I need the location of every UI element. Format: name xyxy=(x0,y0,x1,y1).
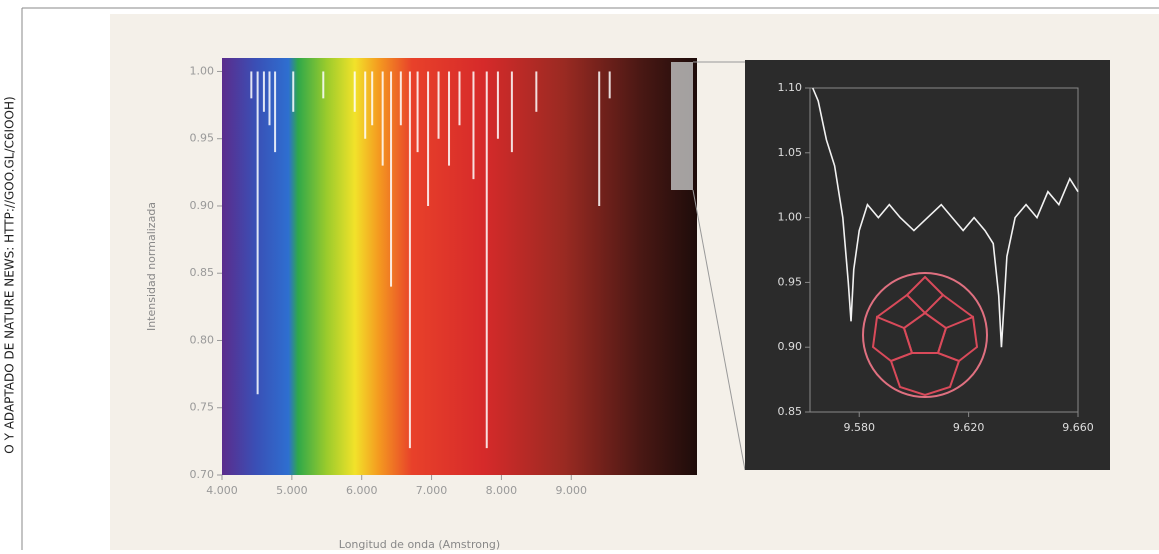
y-axis-label: Intensidad normalizada xyxy=(145,202,158,331)
y-tick-label: 0.90 xyxy=(778,340,803,353)
y-tick-label: 1.10 xyxy=(778,81,803,94)
x-tick-label: 8.000 xyxy=(486,484,518,497)
zoom-region xyxy=(671,62,693,190)
x-tick-label: 9.660 xyxy=(1062,421,1094,434)
y-tick-label: 1.00 xyxy=(778,211,803,224)
x-tick-label: 6.000 xyxy=(346,484,378,497)
x-tick-label: 9.580 xyxy=(843,421,875,434)
y-tick-label: 0.70 xyxy=(190,468,215,481)
credit: O Y ADAPTADO DE NATURE NEWS: HTTP://GOO.… xyxy=(3,96,17,453)
y-tick-label: 0.80 xyxy=(190,333,215,346)
y-tick-label: 0.85 xyxy=(190,266,215,279)
y-tick-label: 1.05 xyxy=(778,146,803,159)
y-tick-label: 0.95 xyxy=(778,275,803,288)
x-axis-label: Longitud de onda (Amstrong) xyxy=(339,538,500,550)
y-tick-label: 0.75 xyxy=(190,401,215,414)
page: O Y ADAPTADO DE NATURE NEWS: HTTP://GOO.… xyxy=(0,0,1159,550)
x-tick-label: 7.000 xyxy=(416,484,448,497)
x-tick-label: 5.000 xyxy=(276,484,308,497)
x-tick-label: 4.000 xyxy=(206,484,238,497)
y-tick-label: 0.85 xyxy=(778,405,803,418)
y-tick-label: 0.95 xyxy=(190,132,215,145)
x-tick-label: 9.620 xyxy=(953,421,985,434)
y-tick-label: 1.00 xyxy=(190,64,215,77)
x-tick-label: 9.000 xyxy=(556,484,588,497)
y-tick-label: 0.90 xyxy=(190,199,215,212)
